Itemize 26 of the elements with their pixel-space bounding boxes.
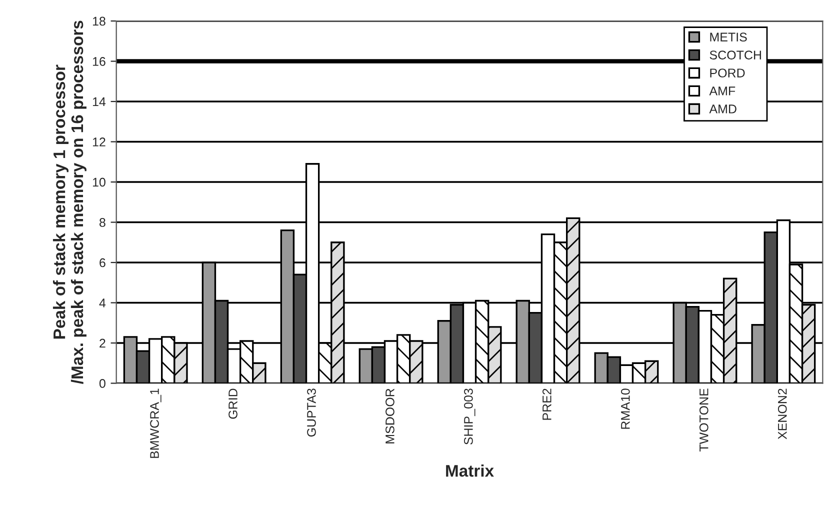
legend-label: AMD — [709, 104, 736, 114]
x-tick-label: GRID — [228, 388, 238, 419]
y-tick-label: 12 — [92, 138, 106, 146]
y-tick-label: 6 — [100, 258, 106, 268]
x-tick-label: PRE2 — [542, 388, 552, 420]
y-tick-label: 16 — [92, 57, 106, 66]
legend-label: PORD — [710, 68, 745, 78]
x-tick-label: MSDOOR — [386, 388, 394, 444]
x-axis-title: Matrix — [446, 464, 494, 477]
y-axis-title: Peak of stack memory 1 processor /Max. peak of stack memory on 16 processors — [52, 20, 86, 384]
legend-label: SCOTCH — [710, 50, 761, 60]
y-tick-label: 2 — [100, 338, 106, 348]
y-tick-label: 8 — [100, 218, 106, 227]
x-tick-label: SHIP_003 — [464, 388, 476, 445]
x-tick-label: XENON2 — [778, 388, 787, 440]
x-tick-label: BMWCRA_1 — [150, 388, 162, 458]
y-tick-label: 10 — [92, 178, 106, 187]
x-tick-label: GUPTA3 — [307, 388, 316, 437]
y-tick-label: 18 — [92, 16, 106, 26]
y-tick-label: 4 — [99, 298, 106, 308]
y-tick-label: 14 — [92, 97, 106, 106]
y-tick-label: 0 — [99, 379, 106, 388]
x-tick-label: TWOTONE — [699, 388, 708, 452]
legend-label: METIS — [710, 32, 747, 42]
legend-label: AMF — [709, 86, 736, 96]
x-tick-label: RMA10 — [620, 388, 630, 429]
